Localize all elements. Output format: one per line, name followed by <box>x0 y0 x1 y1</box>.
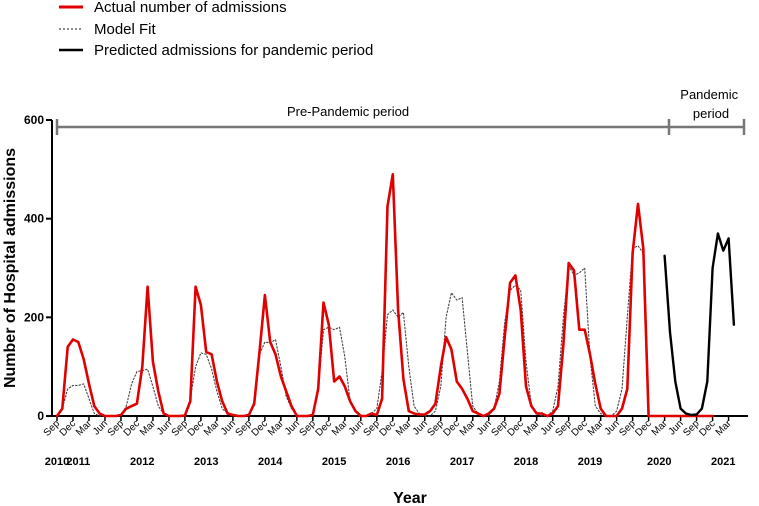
y-axis-title: Number of Hospital admissions <box>2 148 19 388</box>
period-brackets: Pre-Pandemic period Pandemic period <box>55 87 746 135</box>
series-actual-admissions <box>55 173 714 418</box>
year-label-2020: 2020 <box>647 456 671 468</box>
y-tick-label-400: 400 <box>24 212 44 226</box>
x-ticks: SepDecMarJunSepDecMarJunSepDecMarJunSepD… <box>42 416 734 439</box>
x-tick-label-jun: Jun <box>603 418 622 437</box>
x-tick-label-jun: Jun <box>283 418 302 437</box>
pandemic-label: Pandemic period <box>680 87 741 121</box>
x-tick-label-jun: Jun <box>475 418 494 437</box>
y-tick-label-0: 0 <box>37 409 44 423</box>
pandemic-label-line2: period <box>693 106 729 121</box>
year-label-2010: 2010 <box>45 456 69 468</box>
x-tick-label-jun: Jun <box>539 418 558 437</box>
year-label-2017: 2017 <box>450 456 474 468</box>
x-tick-label-jun: Jun <box>91 418 110 437</box>
x-axis-title: Year <box>393 490 427 506</box>
y-tick-label-200: 200 <box>24 310 44 324</box>
year-label-2013: 2013 <box>194 456 218 468</box>
series-layer <box>55 173 736 418</box>
pre-pandemic-label: Pre-Pandemic period <box>287 104 409 119</box>
year-label-2019: 2019 <box>578 456 602 468</box>
pandemic-label-line1: Pandemic <box>680 87 738 102</box>
x-tick-label-jun: Jun <box>219 418 238 437</box>
year-label-2016: 2016 <box>386 456 410 468</box>
legend-label-actual: Actual number of admissions <box>94 0 287 16</box>
y-tick-label-600: 600 <box>24 113 44 127</box>
x-tick-label-jun: Jun <box>155 418 174 437</box>
year-label-2018: 2018 <box>514 456 538 468</box>
legend: Actual number of admissions Model Fit Pr… <box>59 0 373 59</box>
legend-label-predicted: Predicted admissions for pandemic period <box>94 42 373 59</box>
year-label-2021: 2021 <box>711 456 735 468</box>
y-ticks: 0 200 400 600 <box>24 113 52 423</box>
x-tick-label-jun: Jun <box>667 418 686 437</box>
x-tick-label-mar: Mar <box>714 418 734 438</box>
year-label-2012: 2012 <box>130 456 154 468</box>
year-label-2011: 2011 <box>66 456 90 468</box>
year-label-2015: 2015 <box>322 456 346 468</box>
x-tick-label-jun: Jun <box>411 418 430 437</box>
x-tick-label-jun: Jun <box>347 418 366 437</box>
legend-label-model: Model Fit <box>94 21 157 38</box>
series-predicted-admissions <box>663 232 736 417</box>
year-label-2014: 2014 <box>258 456 283 468</box>
